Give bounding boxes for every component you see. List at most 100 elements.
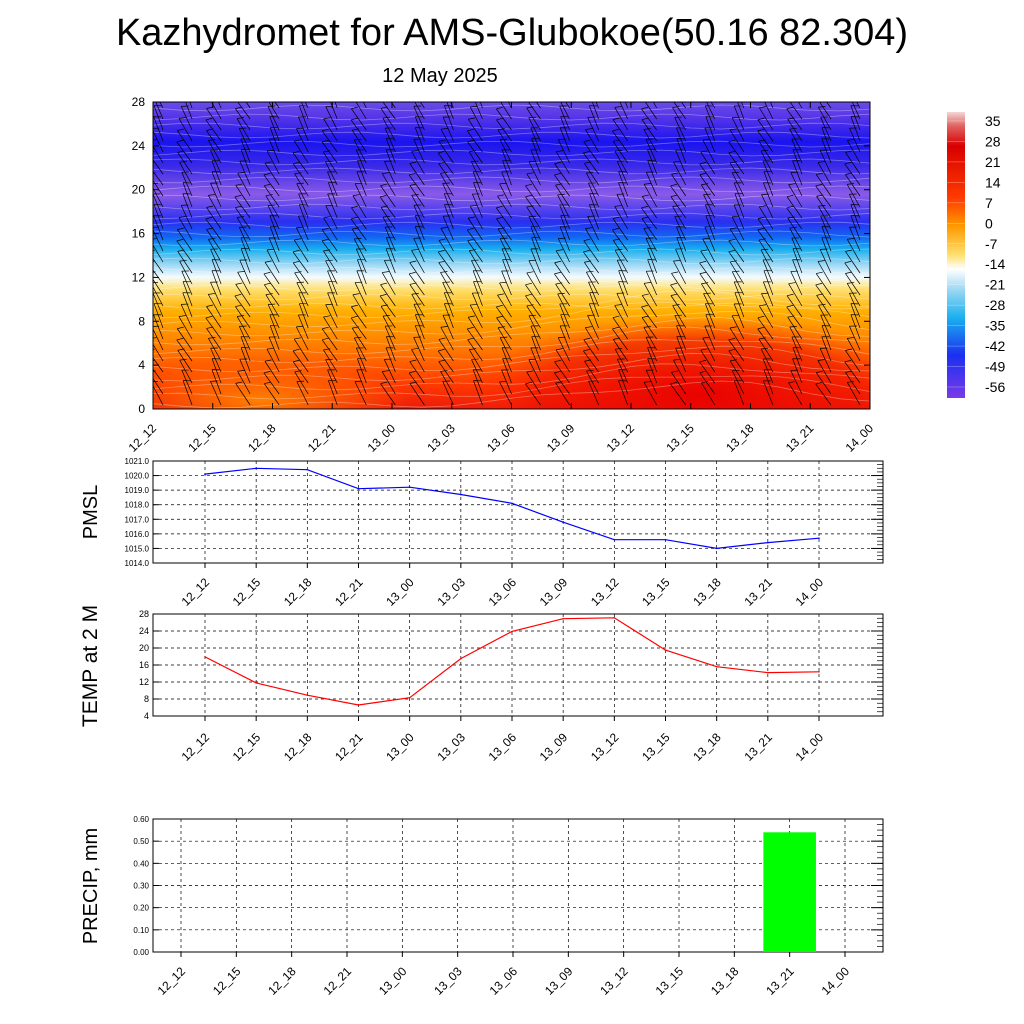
wind-barb-staff [790, 172, 803, 197]
wind-barb-flag [761, 193, 769, 195]
wind-barb-flag [612, 117, 620, 120]
contour-line [153, 363, 870, 391]
heatmap-y-tick-label: 8 [138, 314, 145, 328]
wind-barb-staff [760, 249, 774, 274]
wind-barb-staff [153, 303, 164, 329]
wind-barb-flag [235, 205, 243, 208]
colorbar-label: -14 [985, 256, 1005, 272]
wind-barb-staff [849, 293, 861, 318]
wind-barb-staff [327, 292, 338, 318]
wind-barb-staff [240, 149, 251, 175]
wind-barb-staff [380, 108, 396, 131]
wind-barb-staff [673, 102, 687, 120]
wind-barb-staff [728, 152, 745, 175]
wind-barb-staff [589, 292, 599, 318]
precip-bar [763, 832, 816, 952]
wind-barb-staff [474, 102, 483, 120]
wind-barb-staff [643, 327, 658, 351]
x-tick-label: 13_18 [690, 575, 724, 609]
wind-barb-flag [584, 359, 592, 362]
wind-barb-staff [413, 238, 425, 263]
wind-barb-staff [583, 141, 599, 164]
colorbar-label: 28 [985, 133, 1001, 149]
wind-barb-flag [235, 282, 243, 285]
wind-barb-flag [325, 160, 333, 163]
wind-barb-staff [761, 293, 774, 318]
wind-barb-flag [206, 304, 214, 307]
wind-barb-flag [264, 161, 272, 164]
wind-barb-flag [525, 293, 533, 297]
wind-barb-staff [265, 294, 280, 318]
wind-barb-staff [182, 193, 193, 219]
wind-barb-staff [821, 127, 832, 153]
y-tick-label: 0.30 [133, 882, 149, 891]
wind-barb-staff [554, 174, 570, 197]
wind-barb-staff [236, 118, 251, 142]
wind-barb-staff [791, 237, 803, 263]
wind-barb-staff [849, 194, 861, 219]
wind-barb-flag [701, 85, 708, 86]
wind-barb-flag [234, 194, 242, 198]
wind-barb-staff [762, 259, 774, 285]
wind-barb-flag [497, 194, 505, 197]
heatmap-x-tick-label: 13_21 [783, 421, 817, 455]
wind-barb-flag [323, 315, 331, 318]
wind-barb-staff [381, 371, 396, 395]
wind-barb-flag [409, 271, 416, 275]
wind-barb-staff [530, 325, 541, 351]
wind-barb-staff [501, 248, 512, 274]
wind-barb-staff [560, 215, 570, 241]
wind-barb-staff [408, 273, 425, 296]
wind-barb-flag [641, 205, 648, 209]
wind-barb-staff [585, 129, 599, 153]
wind-barb-flag [235, 183, 243, 186]
wind-barb-flag [583, 337, 591, 341]
wind-barb-flag [409, 381, 417, 384]
data-point [511, 630, 513, 633]
wind-barb-flag [554, 172, 561, 176]
wind-barb-flag [264, 381, 271, 385]
heatmap-x-tick-label: 13_03 [424, 421, 458, 455]
wind-barb-flag [237, 271, 245, 273]
colorbar-label: -7 [985, 236, 998, 252]
data-point [664, 538, 667, 541]
wind-barb-flag [469, 249, 477, 251]
wind-barb-staff [526, 305, 541, 329]
wind-barb-staff [413, 139, 425, 164]
wind-barb-staff [641, 306, 657, 329]
wind-barb-staff [414, 102, 425, 120]
x-tick-label: 13_18 [708, 964, 742, 998]
wind-barb-flag [644, 282, 652, 284]
wind-barb-staff [384, 127, 396, 153]
wind-barb-staff [671, 174, 687, 197]
wind-barb-staff [295, 326, 309, 351]
wind-barb-flag [757, 315, 765, 319]
x-tick-label: 13_06 [486, 575, 520, 609]
wind-barb-staff [444, 105, 454, 131]
wind-barb-staff [499, 139, 512, 164]
x-tick-label: 13_12 [597, 964, 631, 998]
wind-barb-staff [182, 380, 193, 406]
wind-barb-staff [699, 361, 716, 384]
wind-barb-staff [733, 281, 745, 307]
wind-barb-staff [499, 282, 512, 307]
wind-barb-flag [554, 161, 562, 165]
wind-barb-flag [205, 315, 213, 319]
wind-barb-staff [296, 227, 309, 252]
contour-line [153, 149, 870, 157]
wind-barb-flag [847, 381, 855, 383]
wind-barb-flag [323, 117, 331, 120]
wind-barb-staff [446, 102, 454, 120]
wind-barb-staff [443, 292, 454, 318]
heatmap-y-tick-label: 12 [132, 270, 146, 284]
wind-barb-staff [351, 207, 367, 230]
data-point [357, 487, 360, 490]
wind-barb-staff [792, 358, 803, 384]
wind-barb-staff [355, 102, 367, 120]
wind-barb-staff [292, 350, 309, 373]
wind-barb-staff [846, 239, 861, 263]
wind-barb-staff [466, 229, 483, 252]
wind-barb-staff [500, 102, 512, 120]
wind-barb-staff [585, 228, 599, 252]
wind-barb-staff [298, 204, 309, 230]
